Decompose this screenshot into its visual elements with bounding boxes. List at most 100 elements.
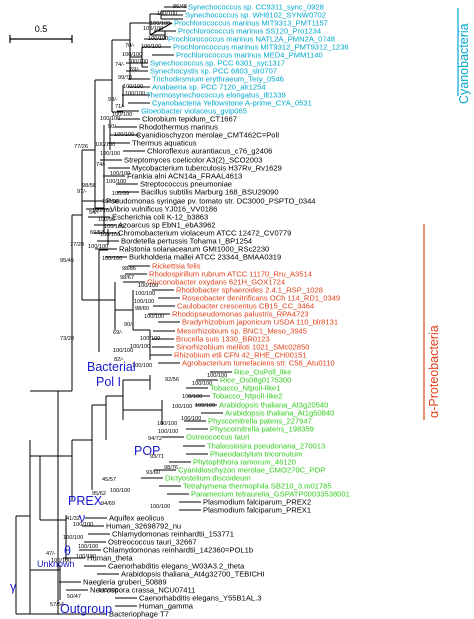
prex-label: PREX — [68, 494, 103, 508]
support-value: 100/100 — [128, 59, 148, 65]
support-value: 100/100 — [122, 52, 142, 58]
support-value: 74/- — [96, 162, 106, 168]
leaf-label: Streptomyces coelicolor A3(2)_SCO2003 — [124, 156, 262, 165]
leaf-label: Rhodothermus marinus — [139, 123, 218, 132]
leaf-label: Human_gamma — [139, 602, 194, 611]
support-value: 98/67 — [120, 275, 134, 281]
leaf-label: Anabaena sp. PCC 7120_alr1254 — [152, 83, 266, 92]
leaf-label: Chlamydomonas reinhardtii_142360=POL1b — [103, 546, 253, 555]
support-value: 100/100 — [143, 26, 163, 32]
leaf-label: Human_32698792_nu — [106, 522, 181, 531]
support-value: 100/100 — [123, 84, 143, 90]
leaf-label: Mycobacterium tuberculosis H37Rv_Rv1629 — [132, 164, 282, 173]
unknown-label: Unknown — [37, 559, 75, 569]
support-value: 69/- — [113, 330, 123, 336]
leaf-label: Caenorhabditis elegans_W03A3.2_theta — [108, 562, 245, 571]
support-value: 95/45 — [60, 258, 74, 264]
tree-branches — [15, 6, 232, 615]
support-value: 60/54 — [90, 230, 104, 236]
leaf-label: Frankia alni ACN14a_FRAAL4613 — [127, 172, 242, 181]
support-value: 54/- — [89, 210, 99, 216]
support-value: 70/- — [125, 43, 135, 49]
leaf-label: Aquifex aeolicus — [109, 514, 165, 523]
leaf-label: Prochlorococcus marinus MIT9313_PMT1157 — [174, 19, 328, 28]
support-value: 86/48 — [173, 4, 187, 10]
support-value: 100/100 — [132, 363, 152, 369]
leaf-label: Rhodobacter sphaeroides 2.4.1_RSP_1028 — [176, 286, 323, 295]
support-value: 77/26 — [74, 144, 88, 150]
leaf-label: Rice_OsPoll_like — [234, 368, 291, 377]
leaf-label: Chlamydomonas reinhardtii_153771 — [112, 530, 234, 539]
leaf-label: Cyanobacteria Yellowstone A-prime_CYA_05… — [152, 99, 312, 108]
leaf-label: Rickettsia felis — [152, 262, 201, 271]
leaf-label: Phytophthora ramorum_46120 — [193, 458, 296, 467]
leaf-label: Pseudomonas syringae pv. tomato str. DC3… — [106, 197, 316, 206]
leaf-labels: Synechococcus sp. CC9311_sync_0928Synech… — [83, 3, 350, 619]
leaf-label: Prochlorococcus marinus MIT9312_PMT9312_… — [173, 43, 349, 52]
support-value: 100/100 — [114, 132, 134, 138]
support-value: 100/100 — [207, 373, 227, 379]
support-value: 94/69 — [101, 501, 115, 507]
leaf-label: Ostreococcus tauri — [186, 433, 250, 442]
leaf-label: Caenorhabditis elegans_Y55B1AL.3 — [139, 594, 261, 603]
leaf-label: Cyanidioschyzon merolae_CMO270C_POP — [178, 466, 325, 475]
leaf-label: Rhodopseudomonas palustris_RPA4723 — [172, 310, 309, 319]
leaf-label: Streptococcus pneumoniae — [140, 180, 232, 189]
leaf-label: Bradyrhizobium japonicum USDA 110_blr813… — [182, 318, 338, 327]
support-value: 100/96 — [102, 199, 119, 205]
leaf-label: Paramecium tetraurelia_GSPATP00033538001 — [191, 490, 350, 499]
leaf-label: Rhodospirillum rubrum ATCC 11170_Rru_A35… — [149, 270, 312, 279]
leaf-label: Roseobacter denitrificans OCh 114_RD1_03… — [182, 294, 340, 303]
leaf-label: Rhizobium etli CFN 42_RHE_CH00151 — [174, 351, 307, 360]
support-value: 100/100 — [112, 112, 132, 118]
support-value: 73/28 — [60, 336, 74, 342]
leaf-label: Bacillus subtilis Marburg 168_BSU29090 — [141, 188, 279, 197]
support-value: 97/- — [77, 189, 87, 195]
support-value: 90/- — [124, 322, 134, 328]
support-value: 100/90 — [98, 217, 115, 223]
support-value: 100/100 — [130, 344, 150, 350]
leaf-label: Bordetella pertussis Tohama I_BP1254 — [121, 237, 252, 246]
leaf-label: Brucella suis 1330_BR0123 — [176, 335, 270, 344]
leaf-label: Tobacco_NtpolI-like2 — [212, 392, 283, 401]
leaf-label: Trichodesmium erythraeum_Tery_0546 — [152, 75, 284, 84]
support-value: 77/28 — [70, 242, 84, 248]
leaf-label: Sinorhizobium meliloti 1021_SMc02850 — [176, 343, 309, 352]
leaf-label: Chloroflexus aurantiacus_c76_g2406 — [147, 147, 272, 156]
nu-label: ν — [79, 511, 85, 525]
support-value: 93/71 — [150, 454, 164, 460]
support-value: 100/100 — [95, 142, 115, 148]
leaf-label: Prochlorococcus marinus NATL2A_PMN2A_074… — [168, 35, 335, 44]
leaf-label: Plasmodium falciparum_PREX2 — [203, 498, 311, 507]
support-value: 100/100 — [100, 232, 120, 238]
support-value: 100/100 — [140, 336, 160, 342]
support-value: 100/100 — [148, 36, 168, 42]
support-value: 100/100 — [144, 314, 164, 320]
leaf-label: Clorobium tepidum_CT1667 — [142, 115, 237, 124]
support-value: 100/100 — [182, 394, 202, 400]
branch-19 — [149, 22, 173, 36]
support-value: 100/100 — [138, 283, 158, 289]
support-value: 98/86 — [122, 266, 136, 272]
support-value: 100/100 — [113, 348, 133, 354]
leaf-label: Physcomitrella patens_198359 — [210, 425, 314, 434]
leaf-label: Dictyostelium discoideum — [165, 474, 251, 483]
pop-label: POP — [134, 444, 160, 458]
leaf-label: Mesorhizobium sp. BNC1_Meso_3945 — [177, 327, 307, 336]
support-value: 100/100 — [63, 535, 83, 541]
leaf-label: Synechocystis sp. PCC 6803_slr0707 — [150, 67, 277, 76]
gamma-label: γ — [10, 580, 17, 594]
leaf-label: Thermosynechococcus elongatus_tll1339 — [146, 91, 286, 100]
cyanobacteria-label: Cyanobacteria — [457, 23, 471, 104]
leaf-label: Ralstonia solanacearum GMI1000_RSc2230 — [119, 245, 269, 254]
support-value: 100/100 — [192, 381, 212, 387]
support-value: 100/100 — [110, 488, 130, 494]
leaf-label: Arabidopsis thaliana_At3g20540 — [219, 401, 328, 410]
support-value: 100/100 — [88, 244, 108, 250]
support-value: 100/100 — [157, 11, 177, 17]
leaf-label: Thermus aquaticus — [132, 139, 197, 148]
leaf-label: Arabidopsis thaliana_At1g50840 — [225, 409, 334, 418]
leaf-label: Cyanidioschyzon merolae_CMT462C=PolI — [136, 131, 279, 140]
support-value: 69/- — [130, 67, 140, 73]
